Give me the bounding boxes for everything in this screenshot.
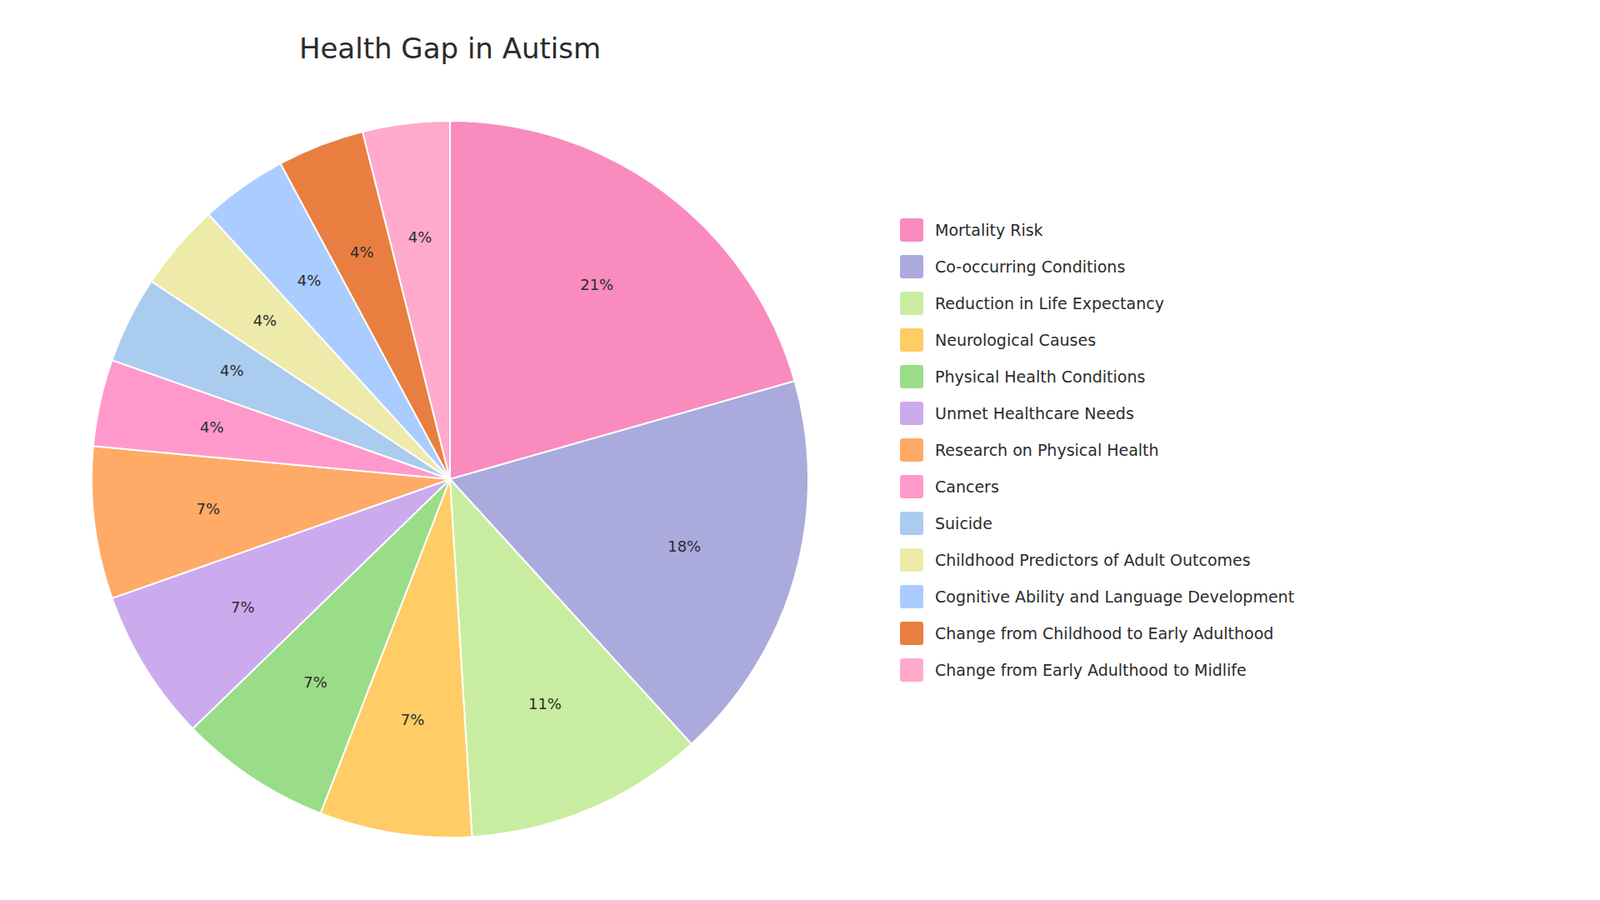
legend-swatch bbox=[900, 548, 924, 572]
chart: Health Gap in Autism 21% 18% 11% 7% 7% 7% 7% 4% 4… bbox=[0, 0, 1600, 900]
legend-swatch bbox=[900, 438, 924, 462]
legend-swatch bbox=[900, 585, 924, 609]
slice bbox=[362, 120, 450, 480]
legend-label: Research on Physical Health bbox=[935, 440, 1160, 460]
legend-swatch bbox=[900, 475, 924, 499]
data-label: 21% bbox=[580, 275, 614, 294]
data-label: 4% bbox=[253, 311, 278, 330]
legend-swatch bbox=[900, 401, 924, 425]
legend-swatch bbox=[900, 658, 924, 682]
slice bbox=[450, 479, 692, 837]
data-label: 7% bbox=[196, 500, 221, 518]
legend-swatch bbox=[900, 255, 924, 279]
legend-label: Change from Early Adulthood to Midlife bbox=[935, 660, 1247, 680]
legend-label: Unmet Healthcare Needs bbox=[935, 404, 1135, 423]
data-label: 4% bbox=[408, 228, 433, 246]
data-label: 4% bbox=[220, 361, 245, 380]
legend-label: Cancers bbox=[935, 477, 1000, 496]
data-label: 11% bbox=[528, 695, 562, 713]
pie bbox=[91, 120, 809, 838]
legend-swatch bbox=[900, 328, 924, 352]
data-label: 7% bbox=[400, 710, 425, 729]
data-label: 4% bbox=[350, 243, 375, 261]
legend-label: Suicide bbox=[935, 514, 993, 533]
data-label: 7% bbox=[303, 673, 328, 691]
legend-label: Change from Childhood to Early Adulthood bbox=[935, 624, 1274, 643]
legend-label: Neurological Causes bbox=[935, 330, 1096, 350]
legend-swatch bbox=[900, 218, 924, 242]
data-label: 4% bbox=[297, 271, 322, 290]
chart-container: Health Gap in Autism 21% 18% 11% 7% 7% 7% 7% 4% 4… bbox=[0, 0, 1600, 900]
legend-swatch bbox=[900, 621, 924, 645]
legend-label: Physical Health Conditions bbox=[935, 367, 1145, 386]
data-label: 18% bbox=[667, 537, 701, 555]
data-label: 4% bbox=[200, 418, 225, 436]
legend-swatch bbox=[900, 291, 924, 315]
title: Health Gap in Autism bbox=[299, 31, 601, 65]
legend-label: Reduction in Life Expectancy bbox=[935, 294, 1165, 313]
legend-swatch bbox=[900, 365, 924, 389]
legend-label: Cognitive Ability and Language Developme… bbox=[935, 587, 1295, 606]
legend: Mortality Risk Co-occurring Conditions Red… bbox=[900, 218, 1295, 682]
legend-swatch bbox=[900, 511, 924, 535]
legend-label: Co-occurring Conditions bbox=[935, 257, 1125, 276]
legend-label: Childhood Predictors of Adult Outcomes bbox=[935, 550, 1251, 570]
data-labels: 21% 18% 11% 7% 7% 7% 7% 4% 4% 4% 4% 4% 4% bbox=[196, 228, 702, 729]
data-label: 7% bbox=[230, 598, 255, 616]
legend-label: Mortality Risk bbox=[935, 220, 1044, 240]
